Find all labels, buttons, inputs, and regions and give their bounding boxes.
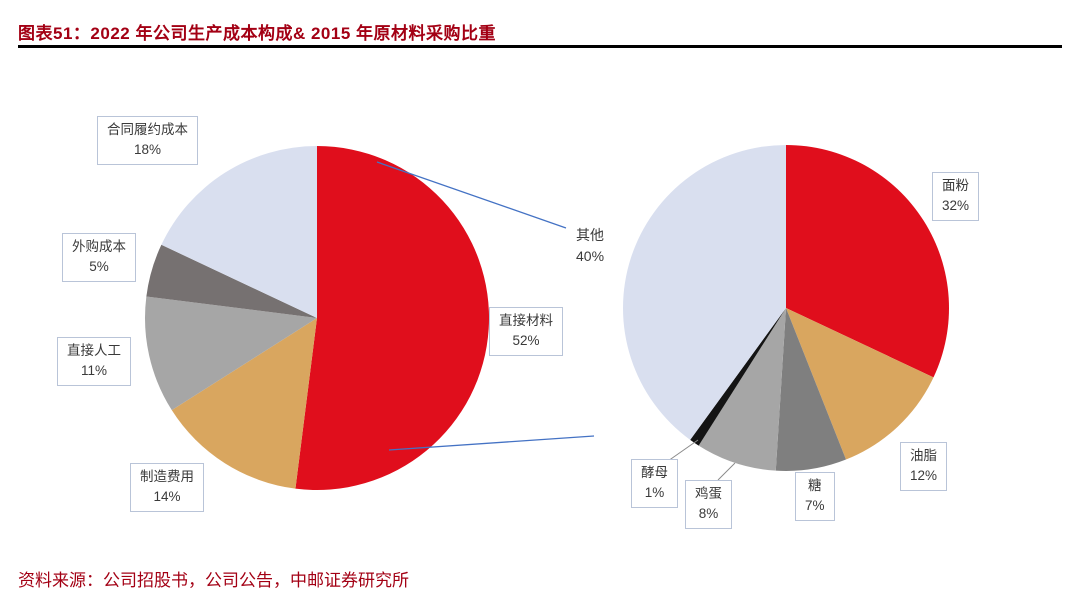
slice-label-pct: 14% (153, 489, 181, 505)
slice-label-text: 合同履约成本 (107, 122, 188, 137)
callout-contract-performance-cost: 合同履约成本 18% (97, 116, 198, 165)
pie-0-slice-2 (145, 296, 317, 411)
connector-line-top (376, 161, 567, 229)
callout-oils: 油脂 12% (900, 442, 948, 491)
title-underline-rule (18, 45, 1062, 48)
slice-label-pct: 40% (576, 248, 605, 264)
callout-sugar: 糖 7% (795, 472, 835, 521)
slice-label-text: 制造费用 (140, 469, 194, 484)
pie-1-slice-1 (786, 308, 934, 460)
callout-others: 其他 40% (566, 221, 614, 271)
slice-label-text: 鸡蛋 (695, 486, 722, 501)
callout-manufacturing-overhead: 制造费用 14% (130, 463, 204, 512)
pie-1-slice-0 (786, 145, 950, 378)
slice-label-text: 外购成本 (72, 239, 126, 254)
figure-title: 图表51：2022 年公司生产成本构成& 2015 年原材料采购比重 (18, 24, 496, 43)
pie-1-slice-3 (698, 308, 786, 471)
pie-0-slice-3 (146, 244, 317, 318)
slice-label-pct: 1% (644, 485, 665, 501)
slice-label-pct: 12% (910, 468, 938, 484)
connector-line-bottom (388, 435, 595, 451)
callout-outsourced-cost: 外购成本 5% (62, 233, 136, 282)
slice-label-text: 酵母 (641, 465, 668, 480)
callout-direct-labor: 直接人工 11% (57, 337, 131, 386)
slice-label-pct: 52% (512, 333, 540, 349)
pie-1-slice-2 (775, 308, 846, 472)
slice-label-text: 面粉 (942, 178, 970, 193)
callout-flour: 面粉 32% (932, 172, 980, 221)
leader-line-yeast (667, 439, 699, 462)
slice-label-text: 直接人工 (67, 343, 121, 358)
slice-label-pct: 11% (80, 363, 108, 379)
slice-label-text: 直接材料 (499, 313, 553, 328)
callout-direct-materials: 直接材料 52% (489, 307, 563, 356)
leader-line-egg (717, 462, 736, 481)
pie-0-slice-1 (171, 318, 317, 489)
source-note: 资料来源：公司招股书，公司公告，中邮证券研究所 (18, 571, 409, 590)
slice-label-pct: 32% (942, 198, 970, 214)
slice-label-pct: 18% (133, 142, 162, 158)
slice-label-pct: 7% (805, 498, 825, 514)
pie-1-slice-5 (622, 144, 786, 440)
slice-label-pct: 5% (89, 259, 109, 275)
pie-0-slice-4 (161, 146, 317, 318)
pie-1-slice-4 (690, 308, 786, 446)
pie-2015-raw-materials (622, 144, 950, 472)
pie-2022-production-cost (145, 146, 490, 490)
slice-label-text: 其他 (576, 227, 605, 243)
slice-label-pct: 8% (698, 506, 719, 522)
slice-label-text: 油脂 (910, 448, 938, 463)
callout-yeast: 酵母 1% (631, 459, 678, 508)
pie-0-slice-0 (295, 146, 490, 490)
slice-label-text: 糖 (808, 478, 822, 493)
callout-eggs: 鸡蛋 8% (685, 480, 732, 529)
